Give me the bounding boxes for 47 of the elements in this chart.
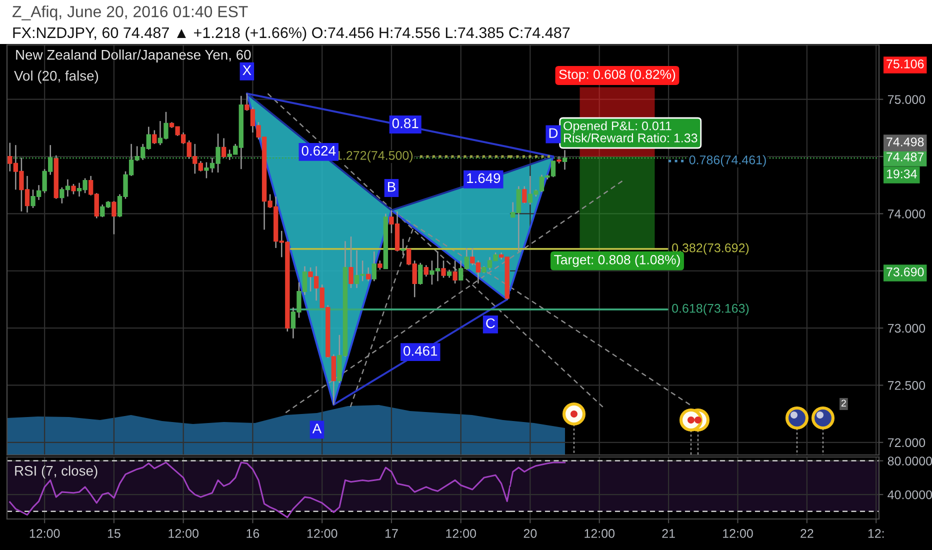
x-tick-label: 12:00 [584, 529, 615, 538]
annotation: New Zealand Dollar/Japanese Yen, 60 [16, 50, 251, 62]
series-label: 0.382(73.692) [672, 243, 749, 255]
x-tick-label: 12: [868, 529, 884, 538]
series-label: 0.786(74.461) [689, 155, 766, 167]
annotation: X [242, 65, 252, 75]
text: 73.690 [886, 268, 924, 276]
annotation: 0.624 [302, 146, 336, 156]
annotation: D [549, 128, 558, 138]
x-tick-label: 17 [385, 529, 398, 538]
chart-title: Vol (20, false) [14, 70, 98, 84]
annotation: 0.461 [404, 346, 438, 356]
annotation: Opened P&L: 0.011 Risk/Reward Ratio: 1.33 [564, 121, 698, 142]
series-label: 1.272(74.500) [336, 150, 413, 162]
y-tick-label: 80.0000 [888, 456, 932, 466]
annotation: A [312, 424, 322, 434]
x-tick-label: 22 [800, 529, 814, 538]
x-tick-label: 20 [524, 529, 537, 538]
y-tick-label: 74.000 [888, 209, 926, 218]
x-tick-label: 12:00 [446, 529, 476, 538]
x-tick-label: 15 [108, 529, 120, 538]
x-tick-label: 21 [662, 529, 675, 538]
text: 75.106 [886, 60, 924, 68]
x-tick-label: 16 [246, 529, 260, 538]
annotation: C [486, 318, 495, 328]
ref-line-label: 74.487 [886, 152, 924, 162]
y-tick-label: 72.000 [888, 438, 926, 448]
data-label: Stop: 0.608 (0.82%) [559, 69, 676, 82]
y-tick-label: 73.000 [888, 324, 926, 333]
x-tick-label: 12:00 [723, 529, 753, 538]
y-tick-label: 72.500 [888, 381, 926, 390]
chart-title: Z_Afiq, June 20, 2016 01:40 EST [12, 6, 248, 20]
y-tick-label: 75.000 [888, 95, 926, 104]
text: RSI (7, close) [15, 466, 98, 478]
annotation: 2 [841, 400, 846, 407]
annotation: 0.81 [392, 118, 418, 128]
annotation: B [388, 182, 396, 192]
text: 19:34 [886, 170, 917, 178]
series-label: 0.618(73.163) [672, 304, 749, 316]
data-label: Target: 0.808 (1.08%) [554, 254, 680, 267]
annotation: 1.649 [467, 173, 500, 184]
text: 74.498 [886, 138, 924, 146]
x-tick-label: 12:00 [168, 529, 198, 538]
x-tick-label: 12:00 [307, 529, 338, 538]
y-tick-label: 40.0000 [888, 490, 932, 500]
chart-subtitle: FX:NZDJPY, 60 74.487 ▲ +1.218 (+1.66%) O:74.456 H:74.556 L:74.385 C:74.487 [13, 26, 570, 42]
x-tick-label: 12:00 [30, 529, 60, 538]
